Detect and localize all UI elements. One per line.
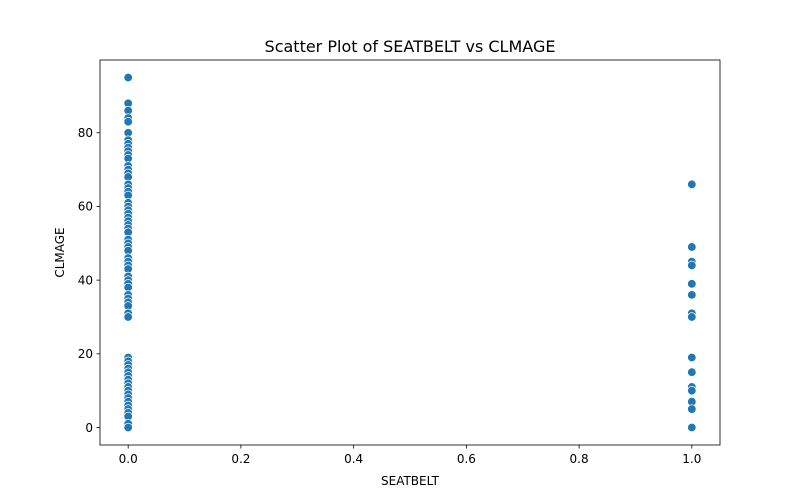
data-point (687, 279, 697, 289)
chart-title: Scatter Plot of SEATBELT vs CLMAGE (265, 37, 556, 56)
points-layer (123, 72, 697, 433)
data-point (687, 385, 697, 396)
x-tick-label: 0.8 (570, 452, 589, 466)
y-tick-label: 20 (78, 347, 93, 361)
x-tick-label: 0.4 (344, 452, 363, 466)
data-point (123, 72, 133, 83)
data-point (687, 242, 697, 252)
data-point (687, 290, 697, 300)
data-point (687, 260, 697, 271)
data-point (687, 367, 697, 377)
x-axis-ticks: 0.0 0.2 0.4 0.6 0.8 1.0 (119, 445, 701, 466)
y-axis-ticks: 0 20 40 60 80 (78, 126, 100, 435)
data-point (123, 422, 133, 433)
x-tick-label: 0.2 (231, 452, 250, 466)
y-tick-label: 0 (85, 421, 93, 435)
plot-area-frame (99, 59, 721, 446)
data-point (687, 312, 697, 322)
data-point (687, 404, 697, 414)
x-tick-label: 0.6 (457, 452, 476, 466)
data-point (687, 179, 697, 190)
y-tick-label: 60 (78, 200, 93, 214)
y-tick-label: 80 (78, 126, 93, 140)
y-axis-label: CLMAGE (53, 227, 67, 277)
data-point (687, 422, 697, 433)
x-tick-label: 1.0 (682, 452, 701, 466)
data-point (123, 312, 133, 322)
x-tick-label: 0.0 (119, 452, 138, 466)
x-axis-label: SEATBELT (381, 474, 440, 488)
data-point (123, 117, 133, 127)
data-point (687, 352, 697, 363)
y-tick-label: 40 (78, 273, 93, 287)
